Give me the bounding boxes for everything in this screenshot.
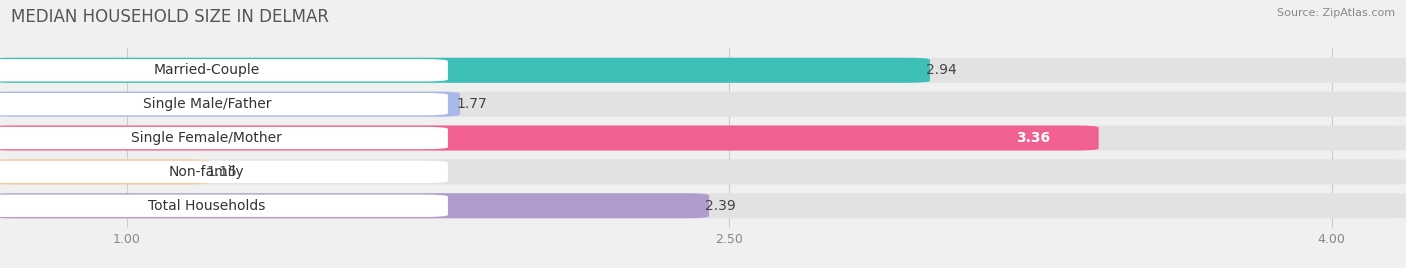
FancyBboxPatch shape [0,59,449,81]
Text: MEDIAN HOUSEHOLD SIZE IN DELMAR: MEDIAN HOUSEHOLD SIZE IN DELMAR [11,8,329,26]
FancyBboxPatch shape [0,193,709,218]
Text: Total Households: Total Households [148,199,266,213]
FancyBboxPatch shape [0,92,1406,117]
FancyBboxPatch shape [0,58,1406,83]
Text: 1.15: 1.15 [207,165,238,179]
Text: 3.36: 3.36 [1017,131,1050,145]
FancyBboxPatch shape [0,161,449,183]
Text: Single Male/Father: Single Male/Father [142,97,271,111]
FancyBboxPatch shape [0,127,449,149]
Text: Non-family: Non-family [169,165,245,179]
FancyBboxPatch shape [0,125,1406,151]
Text: Single Female/Mother: Single Female/Mother [131,131,283,145]
Text: 2.39: 2.39 [704,199,735,213]
FancyBboxPatch shape [0,195,449,217]
FancyBboxPatch shape [0,93,449,115]
Text: Married-Couple: Married-Couple [153,63,260,77]
FancyBboxPatch shape [0,159,211,184]
FancyBboxPatch shape [0,125,1098,151]
FancyBboxPatch shape [0,159,1406,184]
Text: Source: ZipAtlas.com: Source: ZipAtlas.com [1277,8,1395,18]
Text: 1.77: 1.77 [456,97,486,111]
FancyBboxPatch shape [0,58,929,83]
Text: 2.94: 2.94 [927,63,956,77]
FancyBboxPatch shape [0,193,1406,218]
FancyBboxPatch shape [0,92,460,117]
